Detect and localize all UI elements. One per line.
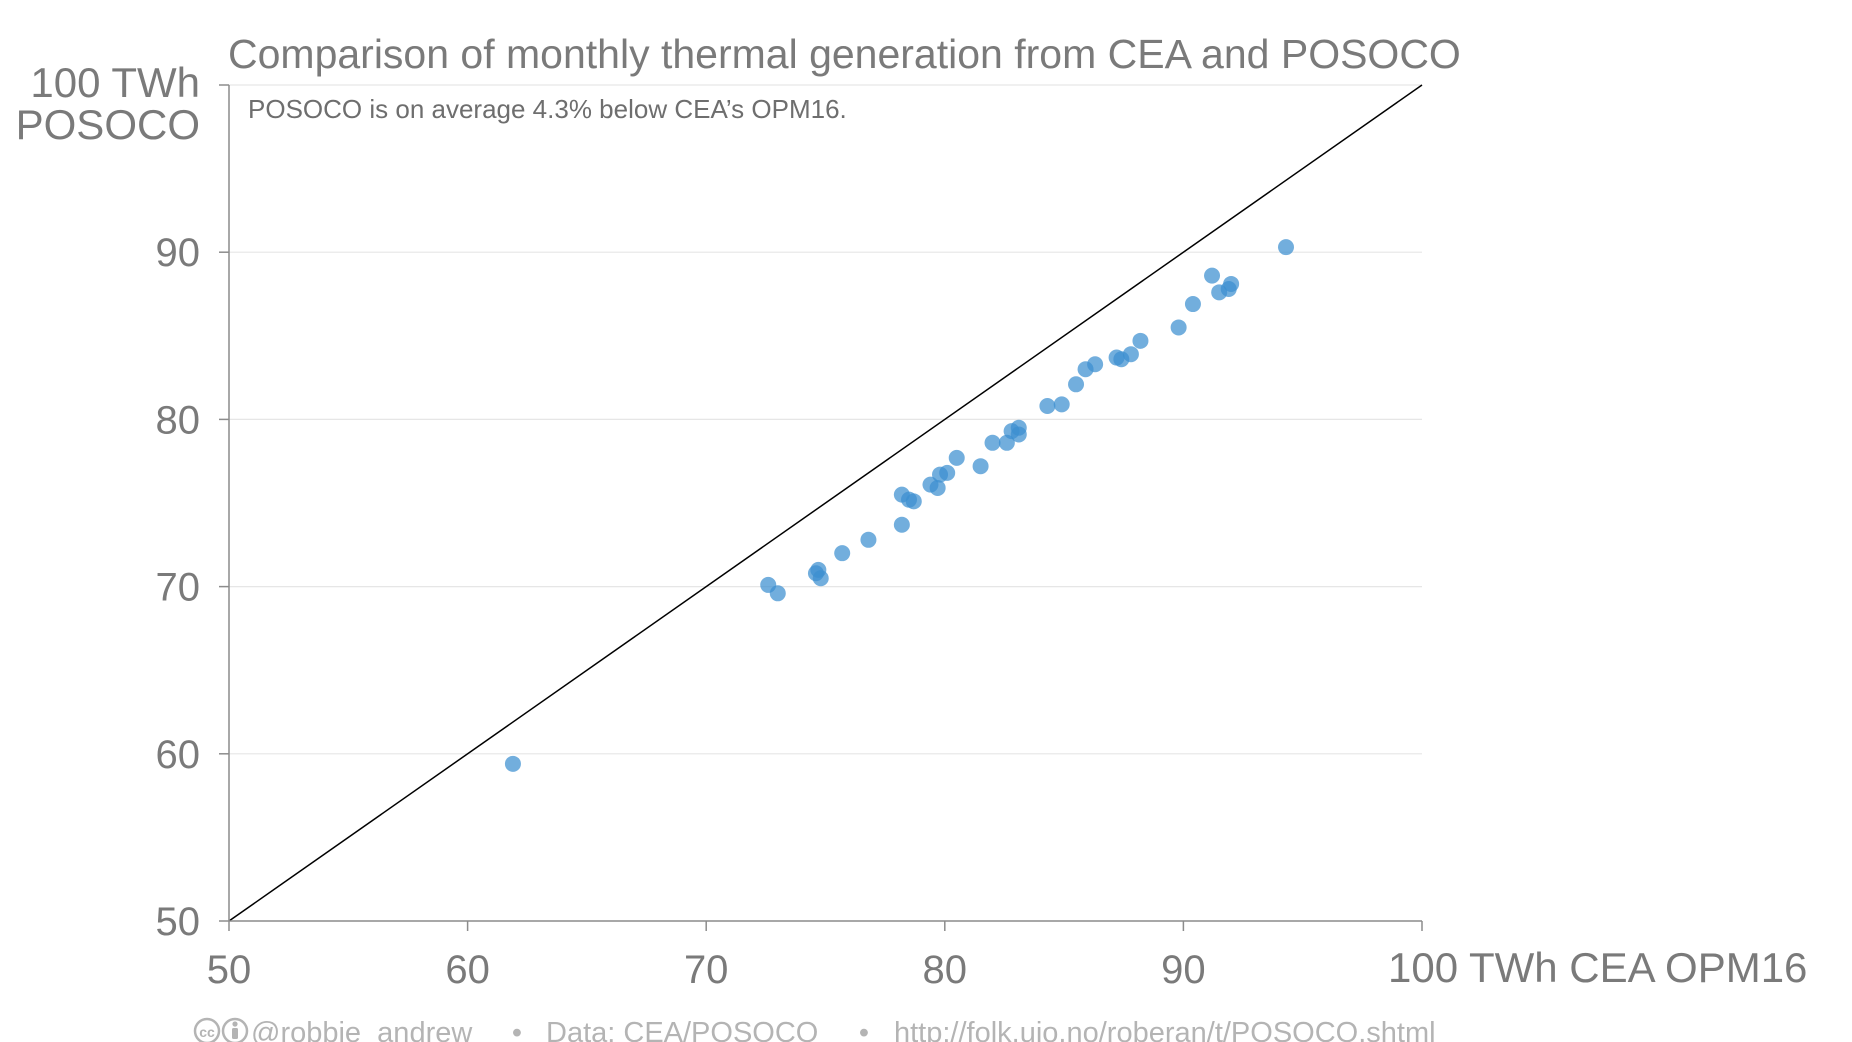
- data-point-3: [769, 585, 786, 602]
- x-tick-label-90: 90: [1161, 948, 1206, 992]
- data-point-1: [504, 755, 521, 772]
- data-point-26: [1068, 376, 1085, 393]
- y-tick-label-50: 50: [156, 900, 201, 944]
- x-tick-label-50: 50: [207, 948, 252, 992]
- y-tick-label-90: 90: [156, 231, 201, 275]
- footer-author: @robbie_andrew: [251, 1017, 473, 1042]
- data-point-12: [905, 493, 922, 510]
- y-tick-label-70: 70: [156, 566, 201, 610]
- footer-url[interactable]: http://folk.uio.no/roberan/t/POSOCO.shtm…: [894, 1017, 1436, 1042]
- data-point-7: [834, 545, 851, 562]
- data-point-19: [984, 434, 1001, 451]
- data-point-18: [972, 458, 989, 475]
- chart-title: Comparison of monthly thermal generation…: [228, 31, 1461, 77]
- footer: cc @robbie_andrew • Data: CEA/POSOCO • h…: [193, 1017, 1436, 1042]
- data-point-16: [939, 464, 956, 481]
- data-point-10: [893, 516, 910, 533]
- data-point-28: [1087, 356, 1104, 373]
- y-tick-label-60: 60: [156, 733, 201, 777]
- x-tick-label-60: 60: [445, 948, 490, 992]
- x-axis-label: 100 TWh CEA OPM16: [1388, 944, 1807, 991]
- data-point-14: [929, 479, 946, 496]
- y-tick-label-80: 80: [156, 398, 201, 442]
- x-tick-label-80: 80: [923, 948, 968, 992]
- data-point-24: [1039, 398, 1056, 415]
- footer-separator-1: •: [512, 1017, 522, 1042]
- identity-reference-line: [228, 84, 1423, 922]
- x-tick-label-70: 70: [684, 948, 729, 992]
- footer-data-source: Data: CEA/POSOCO: [546, 1017, 818, 1042]
- data-point-25: [1053, 396, 1070, 413]
- chart-subtitle: POSOCO is on average 4.3% below CEA’s OP…: [248, 94, 847, 124]
- data-point-38: [1223, 275, 1240, 292]
- data-point-33: [1170, 319, 1187, 336]
- footer-separator-2: •: [859, 1017, 869, 1042]
- data-point-32: [1132, 332, 1149, 349]
- gridlines: [229, 84, 1422, 755]
- tick-labels: 50 60 70 80 90 50 60 70 80 90: [156, 231, 1206, 992]
- creative-commons-by-icon: cc: [193, 1017, 249, 1042]
- data-point-39: [1277, 239, 1294, 256]
- axes: [219, 84, 1423, 931]
- y-axis-label-line2: POSOCO: [16, 101, 200, 148]
- data-point-8: [860, 531, 877, 548]
- y-axis-label-line1: 100 TWh: [30, 59, 200, 106]
- data-point-31: [1122, 346, 1139, 363]
- data-point-35: [1204, 267, 1221, 284]
- data-point-34: [1184, 296, 1201, 313]
- svg-text:cc: cc: [199, 1024, 215, 1040]
- data-points: [504, 239, 1294, 772]
- data-point-6: [812, 570, 829, 587]
- data-point-17: [948, 449, 965, 466]
- data-point-23: [1010, 426, 1027, 443]
